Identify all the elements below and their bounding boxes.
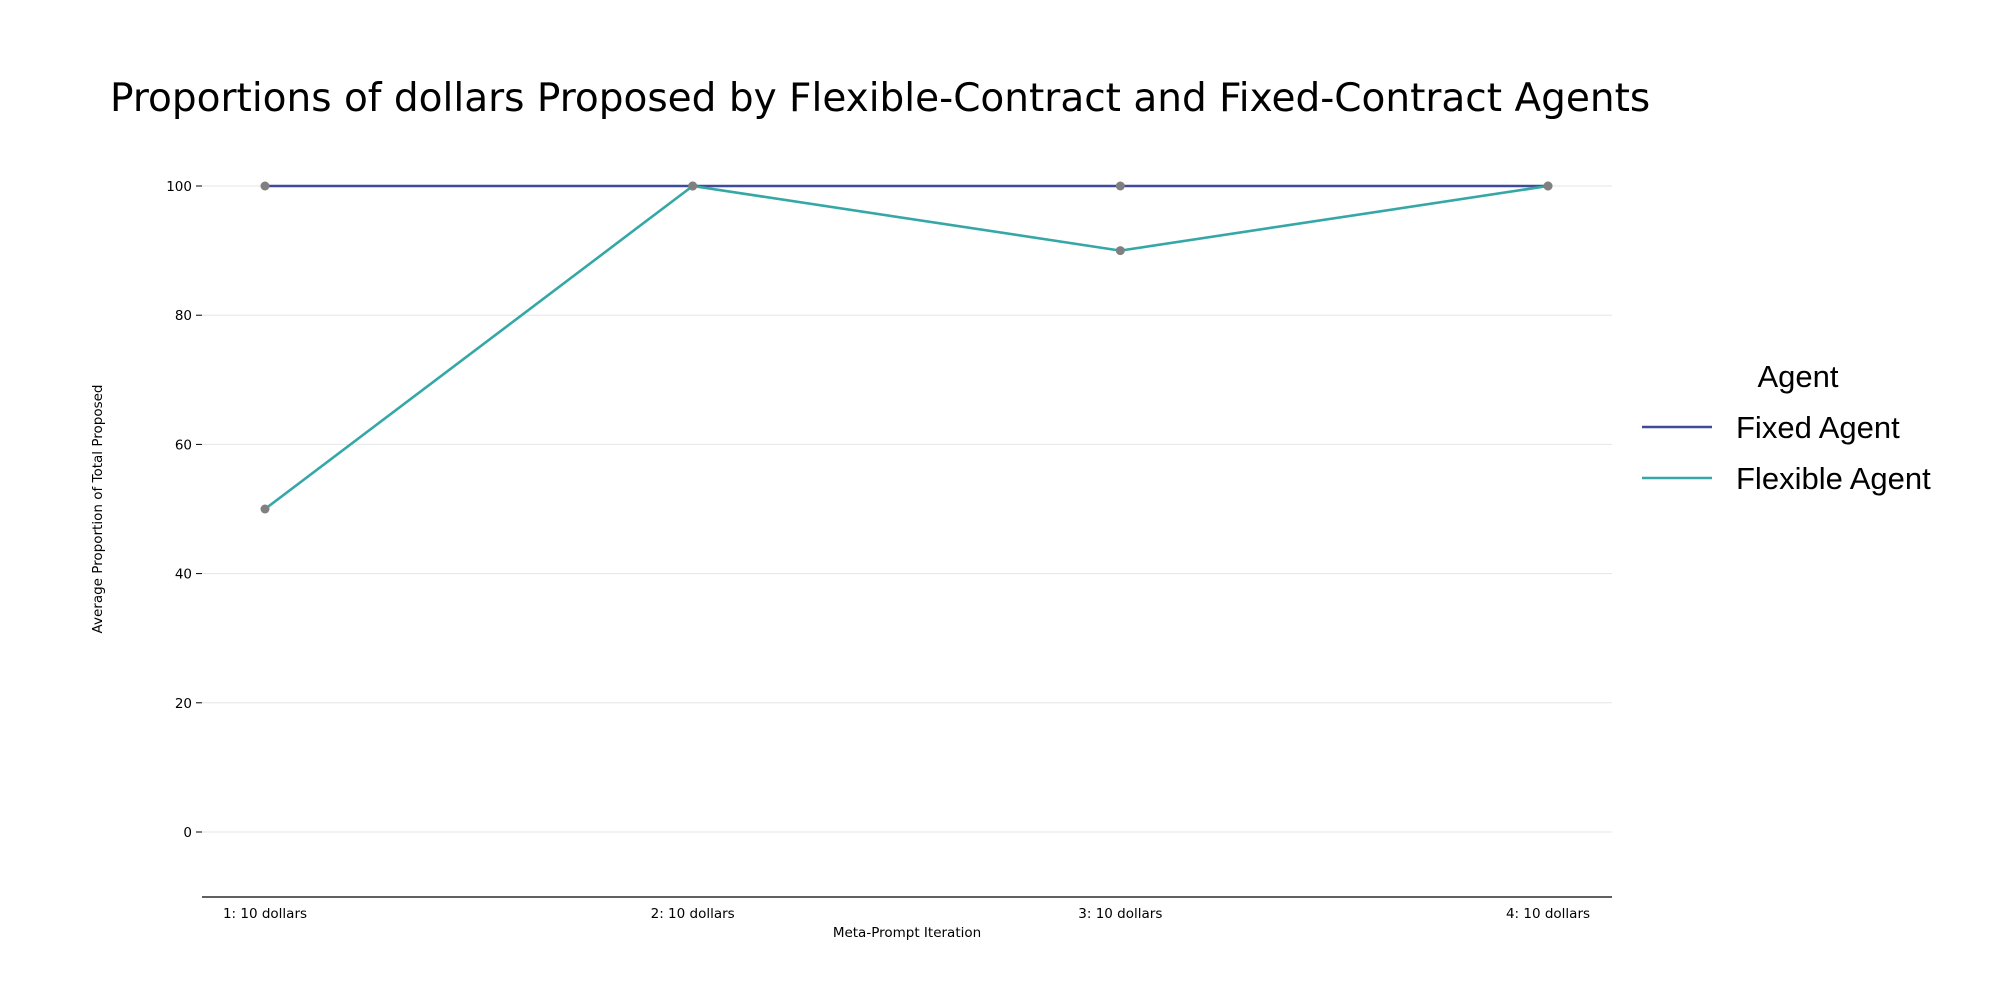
y-tick-label: 60 [175,437,192,453]
y-tick-label: 0 [183,825,192,841]
data-point-fixed-agent [1115,181,1125,191]
x-tick-label: 1: 10 dollars [223,906,307,922]
grid-lines [202,185,1612,833]
y-axis-ticks: 0 20 40 60 80 100 [166,179,202,841]
legend-label: Fixed Agent [1736,410,1900,445]
data-point-flexible-agent [1115,246,1125,256]
y-tick-label: 20 [175,696,192,712]
y-tick-label: 80 [175,308,192,324]
data-point-flexible-agent [1543,181,1553,191]
legend-label: Flexible Agent [1736,461,1931,496]
x-tick-label: 2: 10 dollars [651,906,735,922]
data-point-fixed-agent [260,181,270,191]
legend-item-fixed-agent: Fixed Agent [1642,410,1900,445]
legend-title: Agent [1757,359,1838,394]
data-markers [260,181,1553,514]
data-point-flexible-agent [688,181,698,191]
x-axis-ticks: 1: 10 dollars 2: 10 dollars 3: 10 dollars 4… [223,906,1590,922]
x-axis-label: Meta-Prompt Iteration [833,925,981,941]
series-line-flexible-agent [264,184,1549,511]
data-point-flexible-agent [260,504,270,514]
legend: Agent Fixed Agent Flexible Agent [1642,359,1931,496]
series-lines [264,184,1549,511]
x-tick-label: 3: 10 dollars [1078,906,1162,922]
y-tick-label: 40 [175,567,192,583]
legend-item-flexible-agent: Flexible Agent [1642,461,1931,496]
y-tick-label: 100 [166,179,192,195]
chart-title: Proportions of dollars Proposed by Flexi… [110,76,1650,121]
x-tick-label: 4: 10 dollars [1506,906,1590,922]
y-axis-label: Average Proportion of Total Proposed [90,385,106,634]
